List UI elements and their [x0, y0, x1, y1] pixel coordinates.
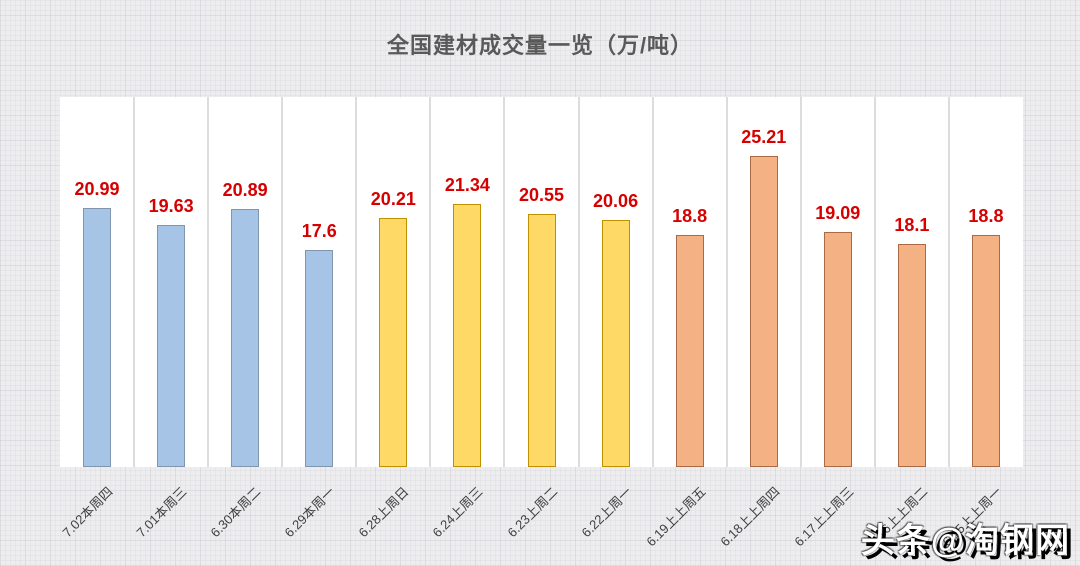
- column-separator: [799, 97, 802, 467]
- bar-2: [231, 209, 260, 467]
- value-label-11: 18.1: [894, 214, 930, 235]
- bar-11: [897, 243, 926, 467]
- column-separator: [503, 97, 506, 467]
- watermark: 头条@淘钢网: [860, 522, 1070, 560]
- value-label-9: 25.21: [741, 127, 787, 148]
- value-label-8: 18.8: [672, 206, 708, 227]
- bar-12: [971, 235, 1000, 467]
- value-label-1: 19.63: [148, 195, 194, 216]
- bar-0: [83, 208, 112, 467]
- bar-7: [601, 219, 630, 467]
- plot-area: 20.99 19.63 20.89 17.6 20.21 21.34 20.55 20.06 1…: [60, 97, 1023, 467]
- bar-9: [749, 156, 778, 467]
- column-separator: [873, 97, 876, 467]
- column-separator: [133, 97, 136, 467]
- column-separator: [355, 97, 358, 467]
- value-label-5: 21.34: [444, 174, 490, 195]
- bar-8: [675, 235, 704, 467]
- bar-3: [305, 249, 334, 467]
- column-separator: [947, 97, 950, 467]
- column-separator: [577, 97, 580, 467]
- bar-6: [527, 213, 556, 467]
- column-separator: [207, 97, 210, 467]
- value-label-4: 20.21: [370, 188, 416, 209]
- bar-5: [453, 203, 482, 467]
- value-label-10: 19.09: [815, 202, 861, 223]
- value-label-2: 20.89: [222, 180, 268, 201]
- bar-1: [157, 224, 186, 467]
- value-label-7: 20.06: [593, 190, 639, 211]
- value-label-12: 18.8: [968, 206, 1004, 227]
- bar-4: [379, 217, 408, 467]
- chart-title: 全国建材成交量一览（万/吨）: [386, 33, 694, 58]
- value-label-6: 20.55: [518, 184, 564, 205]
- value-label-3: 17.6: [301, 220, 337, 241]
- bar-10: [823, 231, 852, 467]
- column-separator: [281, 97, 284, 467]
- column-separator: [651, 97, 654, 467]
- column-separator: [429, 97, 432, 467]
- column-separator: [725, 97, 728, 467]
- value-label-0: 20.99: [74, 179, 120, 200]
- x-axis-label-0: 7.02本周四: [59, 484, 116, 541]
